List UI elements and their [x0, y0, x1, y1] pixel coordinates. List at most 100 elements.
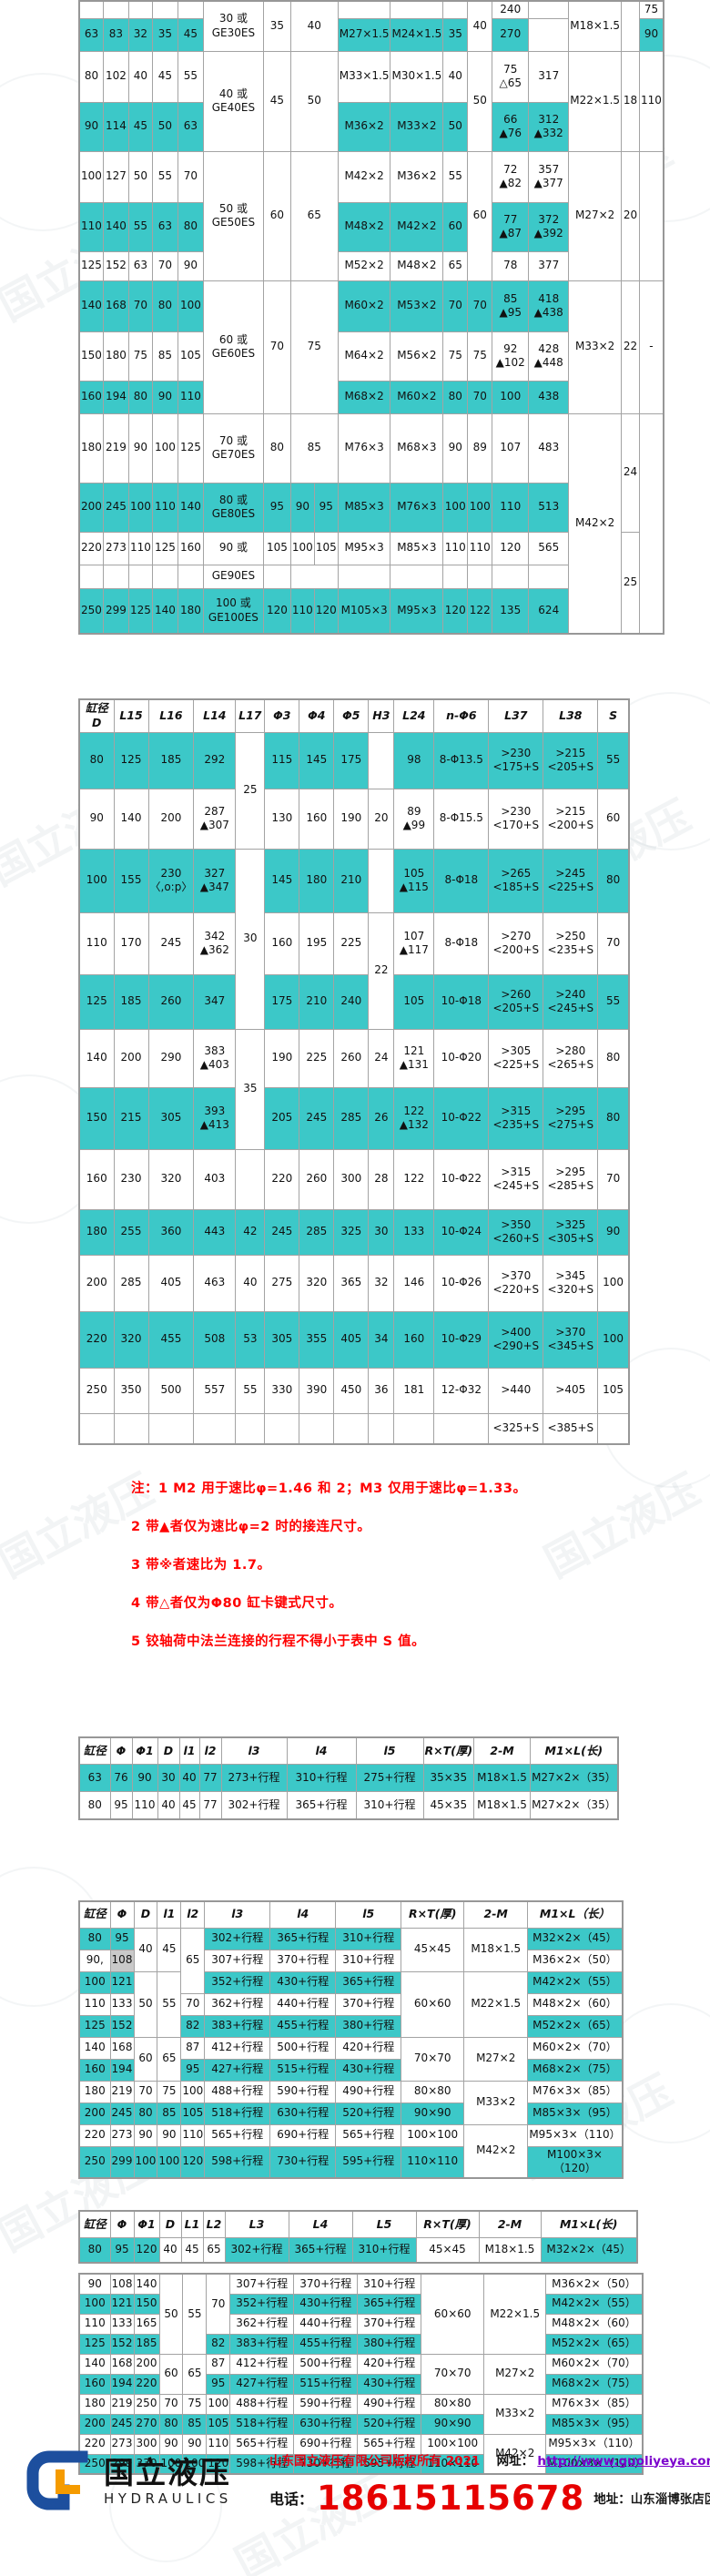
cell: M33×2	[463, 2080, 529, 2125]
cell: 185	[147, 731, 195, 789]
cell: 230	[113, 1148, 149, 1210]
cell: 50	[467, 50, 493, 152]
cell: 180	[78, 2393, 111, 2415]
cell: 260	[147, 973, 195, 1030]
cell: 45	[178, 1791, 200, 1820]
cell: 100	[151, 412, 178, 484]
cell: 310+行程	[357, 2273, 422, 2295]
cell: 287 ▲307	[193, 788, 237, 850]
cell: 195	[299, 911, 335, 975]
column-header: l4	[269, 1900, 337, 1929]
cell: 77	[198, 1791, 222, 1820]
cell	[467, 564, 493, 589]
cell: 730+行程	[293, 2453, 359, 2475]
cell: 90	[289, 482, 315, 533]
cell: 146	[393, 1254, 435, 1312]
cell	[442, 0, 469, 19]
cell: 365+行程	[269, 1927, 337, 1950]
cell: M33×2	[483, 2393, 547, 2435]
cell: 110	[289, 587, 315, 635]
cell: 412+行程	[229, 2353, 295, 2375]
cell: 420+行程	[335, 2036, 402, 2060]
cell: 65	[289, 150, 339, 281]
cell: 273	[102, 531, 129, 565]
cell: 140	[113, 788, 149, 850]
cell: 133	[109, 1992, 135, 2016]
note-line: 2 带▲者仅为速比φ=2 时的接连尺寸。	[131, 1520, 371, 1535]
cell: M60×2	[390, 380, 444, 414]
column-header: L1	[180, 2210, 204, 2238]
cell: 500+行程	[293, 2353, 359, 2375]
column-header: Φ	[109, 1736, 133, 1766]
cell: 273+行程	[220, 1764, 288, 1793]
column-header: Φ	[109, 1900, 135, 1929]
cell: 160	[78, 380, 104, 414]
cell: 145	[299, 731, 335, 789]
cell: 565+行程	[335, 2123, 402, 2147]
cell: 150	[78, 1086, 115, 1150]
cell: 110	[180, 2123, 206, 2147]
cell: M36×2	[337, 101, 391, 152]
cell	[235, 1412, 266, 1445]
cell: 405	[147, 1254, 195, 1312]
cell: 100	[127, 482, 153, 533]
cell: 108	[109, 2273, 135, 2295]
cell: 45×45	[415, 2236, 480, 2264]
cell: 77	[198, 1764, 222, 1793]
cell: 100	[157, 2145, 182, 2179]
cell: M56×2	[390, 331, 444, 382]
cell: 55	[151, 150, 178, 203]
cell: 160	[177, 531, 204, 565]
cell: 130	[264, 788, 300, 850]
cell: 490+行程	[335, 2080, 402, 2103]
cell: 463	[193, 1254, 237, 1312]
cell: 63	[127, 250, 153, 281]
cell: 225	[333, 911, 370, 975]
cell: 60	[133, 2036, 158, 2082]
cell: 95	[109, 1791, 133, 1820]
cell: M33×1.5	[337, 50, 391, 103]
cell: 100	[289, 531, 315, 565]
cell: 10-Φ20	[433, 1028, 490, 1088]
cell: 75	[157, 2080, 182, 2103]
cell: 63	[78, 1764, 111, 1793]
cell: 185	[113, 973, 149, 1030]
cell: 305	[264, 1310, 300, 1369]
website-link[interactable]: http://www.guoliyeya.com/?fr=bd_wk_zhihu	[537, 2453, 710, 2469]
cell: 598+行程	[204, 2145, 271, 2179]
cell: 255	[113, 1208, 149, 1256]
cell: 405	[333, 1310, 370, 1369]
cell: 370+行程	[357, 2313, 422, 2335]
cell: 110	[151, 482, 178, 533]
cell: M18×1.5	[478, 2236, 542, 2264]
column-header: D	[158, 2210, 182, 2238]
cell: M36×2×（50）	[527, 1949, 624, 1972]
cell: M18×1.5	[473, 1764, 532, 1793]
cell: 170	[113, 911, 149, 975]
cell: M95×3×（110）	[545, 2433, 644, 2455]
cell: 565+行程	[204, 2123, 271, 2147]
cell: M76×3	[390, 482, 444, 533]
column-header: Φ1	[131, 1736, 158, 1766]
cell: >270 <200+S	[488, 911, 544, 975]
cell: 30	[368, 1208, 395, 1256]
cell	[102, 564, 129, 589]
company-name-en: HYDRAULICS	[104, 2490, 232, 2508]
cell: 135	[492, 587, 530, 635]
column-header: l3	[204, 1900, 271, 1929]
cell: 35	[151, 17, 178, 52]
cell: 80	[158, 2413, 184, 2435]
cell: >250 <235+S	[543, 911, 599, 975]
cell	[368, 731, 395, 789]
cell: 200	[78, 1254, 115, 1312]
cell: 95	[206, 2373, 231, 2395]
cell	[78, 564, 104, 589]
cell: 125	[151, 531, 178, 565]
cell: 120	[313, 587, 339, 635]
cell	[368, 1412, 395, 1445]
cell: 155	[113, 848, 149, 913]
cell: 32	[127, 17, 153, 52]
cell: 100	[177, 280, 204, 332]
cell: 100	[78, 848, 115, 913]
